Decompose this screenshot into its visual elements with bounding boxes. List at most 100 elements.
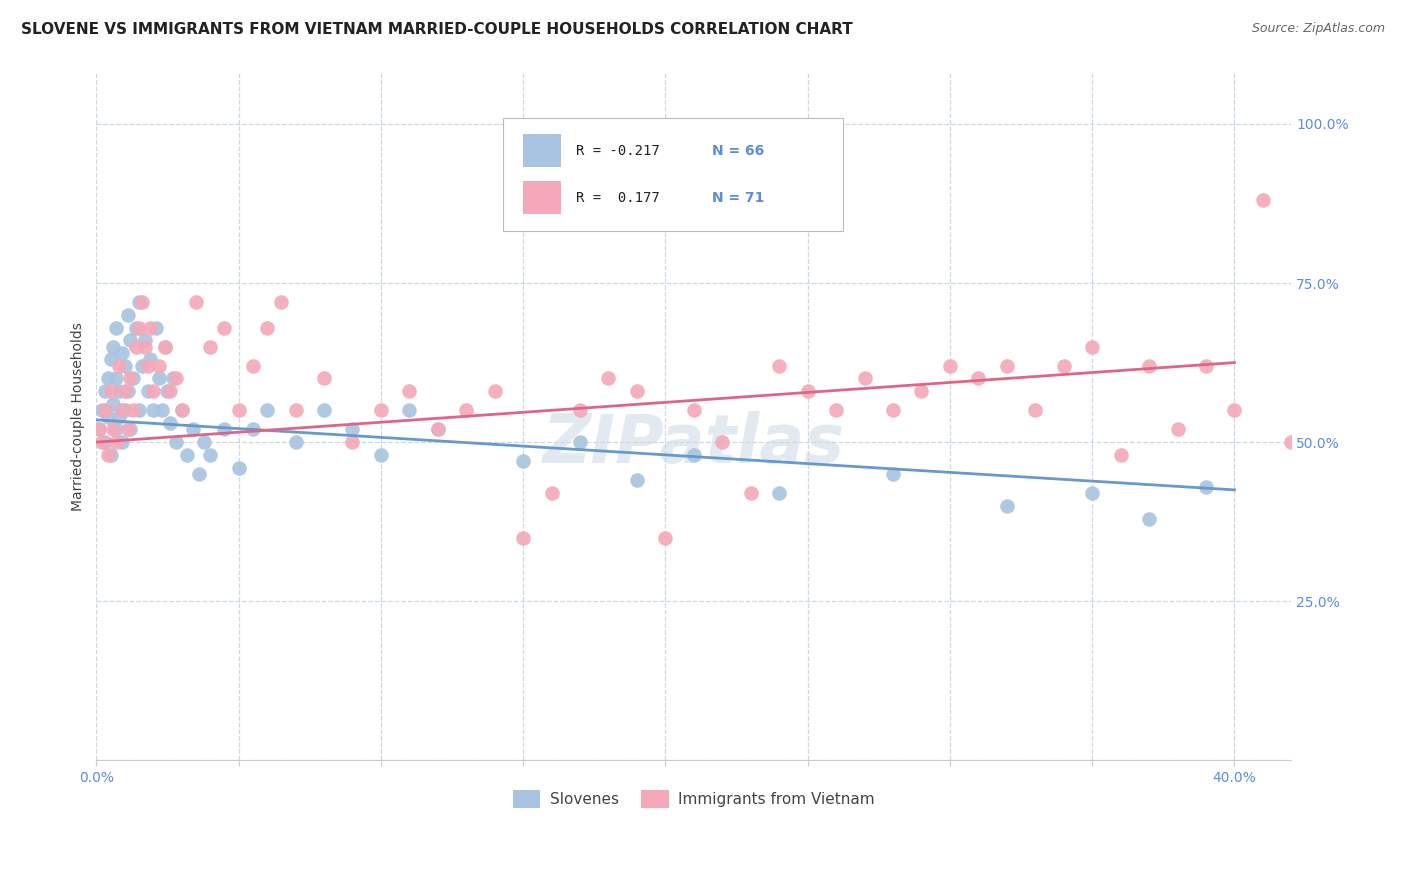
Point — [125, 320, 148, 334]
Point — [108, 359, 131, 373]
Point — [284, 435, 307, 450]
Point — [139, 320, 162, 334]
Point — [103, 397, 125, 411]
Point — [120, 334, 142, 348]
Text: Source: ZipAtlas.com: Source: ZipAtlas.com — [1251, 22, 1385, 36]
FancyBboxPatch shape — [523, 135, 561, 168]
Point — [114, 384, 136, 399]
Point — [426, 422, 449, 436]
Point — [142, 384, 165, 399]
Point — [426, 422, 449, 436]
Point — [967, 371, 990, 385]
Point — [153, 340, 176, 354]
Point — [128, 295, 150, 310]
Point — [256, 403, 278, 417]
Point — [484, 384, 506, 399]
Point — [1279, 435, 1302, 450]
Point — [1309, 403, 1331, 417]
Point — [193, 435, 215, 450]
Point — [882, 403, 904, 417]
Point — [105, 422, 128, 436]
Point — [995, 499, 1018, 513]
Point — [111, 346, 134, 360]
Point — [198, 340, 221, 354]
Point — [111, 435, 134, 450]
Point — [136, 359, 159, 373]
Point — [512, 454, 534, 468]
Point — [228, 460, 250, 475]
Point — [228, 403, 250, 417]
Point — [939, 359, 962, 373]
Text: R =  0.177: R = 0.177 — [575, 191, 659, 205]
Point — [1137, 359, 1160, 373]
Point — [1081, 486, 1104, 500]
Point — [117, 384, 139, 399]
Point — [120, 422, 142, 436]
Y-axis label: Married-couple Households: Married-couple Households — [72, 322, 86, 511]
Point — [796, 384, 818, 399]
Point — [117, 422, 139, 436]
Point — [398, 384, 420, 399]
Point — [97, 448, 120, 462]
Point — [134, 340, 156, 354]
Point — [105, 371, 128, 385]
Point — [108, 409, 131, 424]
Point — [91, 435, 114, 450]
Point — [170, 403, 193, 417]
Point — [103, 340, 125, 354]
Point — [1167, 422, 1189, 436]
Point — [128, 320, 150, 334]
Point — [242, 359, 264, 373]
Point — [125, 340, 148, 354]
Point — [103, 422, 125, 436]
Point — [108, 384, 131, 399]
Point — [1109, 448, 1132, 462]
Point — [145, 320, 167, 334]
Point — [740, 486, 762, 500]
Point — [184, 295, 207, 310]
Point — [654, 531, 676, 545]
Point — [910, 384, 932, 399]
Point — [1024, 403, 1046, 417]
Point — [1223, 403, 1246, 417]
Point — [682, 448, 704, 462]
Point — [270, 295, 292, 310]
Point — [512, 531, 534, 545]
Point — [142, 403, 165, 417]
Text: SLOVENE VS IMMIGRANTS FROM VIETNAM MARRIED-COUPLE HOUSEHOLDS CORRELATION CHART: SLOVENE VS IMMIGRANTS FROM VIETNAM MARRI… — [21, 22, 853, 37]
Point — [134, 334, 156, 348]
Point — [153, 340, 176, 354]
Point — [97, 409, 120, 424]
Point — [569, 403, 592, 417]
Point — [626, 384, 648, 399]
Point — [540, 486, 562, 500]
Point — [139, 352, 162, 367]
Point — [89, 422, 111, 436]
Point — [214, 422, 236, 436]
Point — [105, 320, 128, 334]
Point — [682, 403, 704, 417]
Point — [214, 320, 236, 334]
Point — [94, 403, 117, 417]
Point — [91, 403, 114, 417]
Point — [105, 435, 128, 450]
Point — [342, 422, 364, 436]
Point — [100, 448, 122, 462]
Point — [100, 384, 122, 399]
Point — [995, 359, 1018, 373]
Point — [768, 359, 790, 373]
Point — [1053, 359, 1076, 373]
Point — [131, 295, 153, 310]
Point — [89, 422, 111, 436]
Point — [1081, 340, 1104, 354]
Point — [170, 403, 193, 417]
Point — [159, 416, 181, 430]
Point — [312, 371, 335, 385]
Legend: Slovenes, Immigrants from Vietnam: Slovenes, Immigrants from Vietnam — [506, 784, 882, 814]
FancyBboxPatch shape — [523, 181, 561, 214]
Point — [398, 403, 420, 417]
Point — [1251, 194, 1274, 208]
Point — [1337, 448, 1360, 462]
Point — [117, 308, 139, 322]
Text: N = 66: N = 66 — [713, 144, 765, 158]
